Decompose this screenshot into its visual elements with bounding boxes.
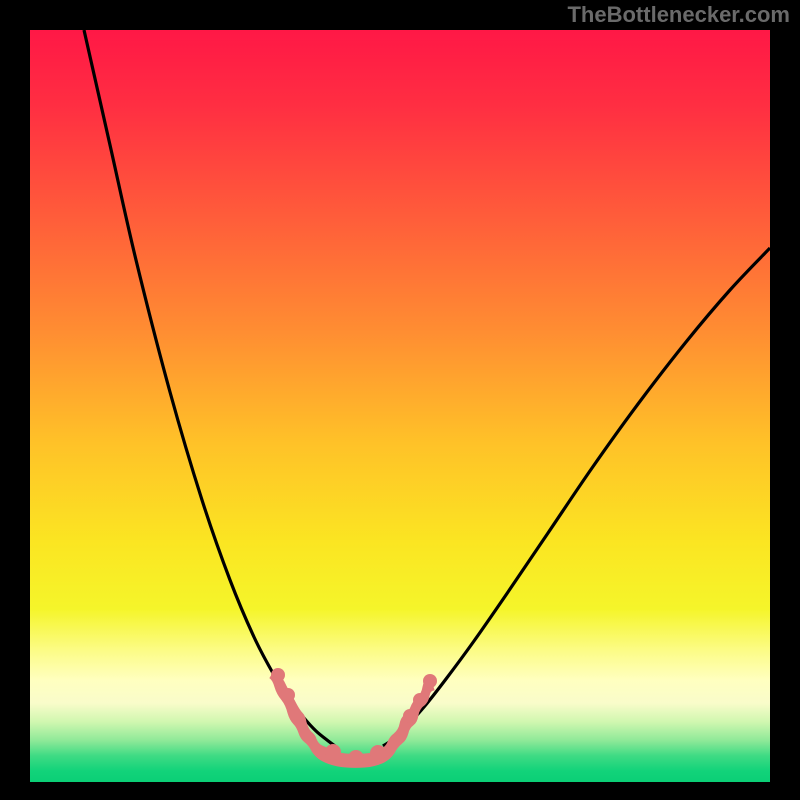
plot-area (30, 30, 770, 782)
curve-left (84, 30, 335, 746)
curve-overlay (30, 30, 770, 782)
markers-beads (270, 668, 437, 767)
curve-right (383, 248, 770, 746)
chart-canvas: TheBottlenecker.com (0, 0, 800, 800)
watermark-text: TheBottlenecker.com (567, 2, 790, 28)
